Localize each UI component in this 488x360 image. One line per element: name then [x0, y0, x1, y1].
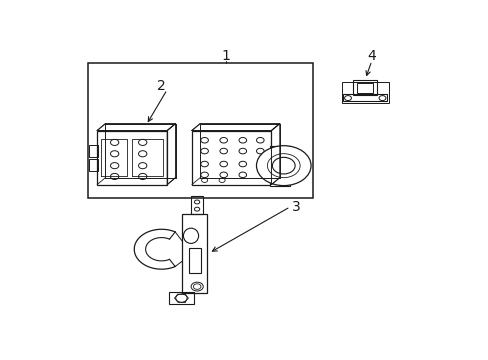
Text: 4: 4: [367, 49, 375, 63]
Bar: [191, 196, 203, 214]
Bar: [87, 63, 312, 198]
Bar: [343, 94, 386, 102]
Bar: [269, 146, 290, 186]
Circle shape: [256, 146, 310, 186]
Bar: [357, 82, 372, 93]
Bar: [89, 145, 98, 157]
Text: 3: 3: [291, 200, 300, 214]
Bar: [97, 131, 167, 185]
Bar: [89, 159, 98, 171]
Bar: [182, 214, 206, 293]
Bar: [169, 292, 193, 304]
Bar: [352, 80, 376, 95]
Text: 1: 1: [221, 49, 230, 63]
Bar: [191, 131, 271, 185]
Bar: [188, 248, 201, 273]
Bar: [341, 82, 388, 103]
Text: 2: 2: [157, 79, 165, 93]
